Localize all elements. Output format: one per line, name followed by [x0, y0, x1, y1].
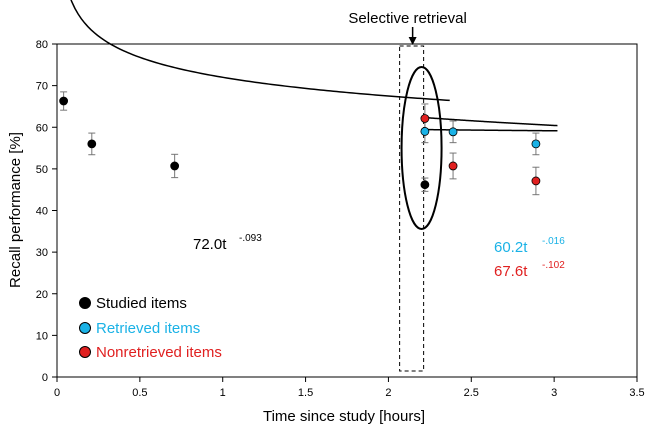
x-axis-title: Time since study [hours]	[263, 408, 425, 425]
legend-label-retrieved: Retrieved items	[96, 320, 200, 337]
legend-marker-studied	[79, 297, 91, 309]
legend-item-studied: Studied items	[79, 295, 187, 312]
x-tick-label: 3	[551, 387, 557, 399]
x-tick-label: 0.5	[132, 387, 147, 399]
fit-curve-2	[421, 116, 558, 127]
equation-retrieved-exp: -.016	[542, 236, 565, 247]
data-point	[448, 161, 458, 171]
equation-nonretrieved-exp: -.102	[542, 260, 565, 271]
fit-curve-0	[70, 0, 450, 102]
arrow-head-icon	[408, 37, 417, 45]
data-point	[531, 176, 541, 186]
y-tick-label: 50	[36, 164, 48, 176]
data-points	[59, 96, 541, 190]
y-tick-label: 0	[42, 372, 48, 384]
fit-curve-1	[421, 128, 558, 132]
equation-retrieved-base: 60.2t	[494, 239, 528, 256]
equation-studied: 72.0t -.093	[193, 233, 262, 253]
y-tick-label: 10	[36, 330, 48, 342]
selective-retrieval-box	[399, 45, 425, 372]
data-point	[170, 161, 180, 171]
x-tick-label: 0	[54, 387, 60, 399]
data-point	[420, 114, 430, 123]
y-tick-label: 70	[36, 81, 48, 93]
y-axis: 0 10 20 30 40 50 60 70 80	[36, 39, 57, 384]
legend-marker-retrieved	[79, 322, 91, 334]
equation-studied-base: 72.0t	[193, 236, 227, 253]
legend-label-nonretrieved: Nonretrieved items	[96, 344, 222, 361]
equation-retrieved: 60.2t -.016	[494, 236, 565, 256]
equation-nonretrieved-base: 67.6t	[494, 263, 528, 280]
legend: Studied items Retrieved items Nonretriev…	[79, 295, 222, 361]
x-tick-label: 1.5	[298, 387, 313, 399]
y-tick-label: 30	[36, 247, 48, 259]
legend-item-nonretrieved: Nonretrieved items	[79, 344, 222, 361]
data-point	[448, 127, 458, 137]
equation-studied-exp: -.093	[239, 233, 262, 244]
x-tick-label: 1	[220, 387, 226, 399]
y-axis-title: Recall performance [%]	[7, 132, 24, 288]
data-point	[420, 180, 430, 190]
highlight-ellipse	[400, 66, 443, 230]
x-axis: 0 0.5 1 1.5 2 2.5 3 3.5	[54, 377, 645, 399]
error-bars	[60, 91, 540, 196]
legend-item-retrieved: Retrieved items	[79, 320, 200, 337]
data-point	[87, 139, 97, 149]
legend-marker-nonretrieved	[79, 346, 91, 358]
x-tick-label: 2.5	[464, 387, 479, 399]
data-point	[59, 96, 69, 106]
selective-retrieval-label: Selective retrieval	[348, 10, 466, 27]
selective-retrieval-annotation: Selective retrieval	[348, 10, 467, 372]
x-tick-label: 2	[385, 387, 391, 399]
y-tick-label: 20	[36, 289, 48, 301]
y-tick-label: 40	[36, 206, 48, 218]
fit-curves	[70, 0, 558, 132]
equation-nonretrieved: 67.6t -.102	[494, 260, 565, 280]
y-tick-label: 80	[36, 39, 48, 51]
legend-label-studied: Studied items	[96, 295, 187, 312]
data-point	[420, 127, 430, 136]
data-point	[531, 139, 541, 149]
x-tick-label: 3.5	[629, 387, 644, 399]
y-tick-label: 60	[36, 122, 48, 134]
